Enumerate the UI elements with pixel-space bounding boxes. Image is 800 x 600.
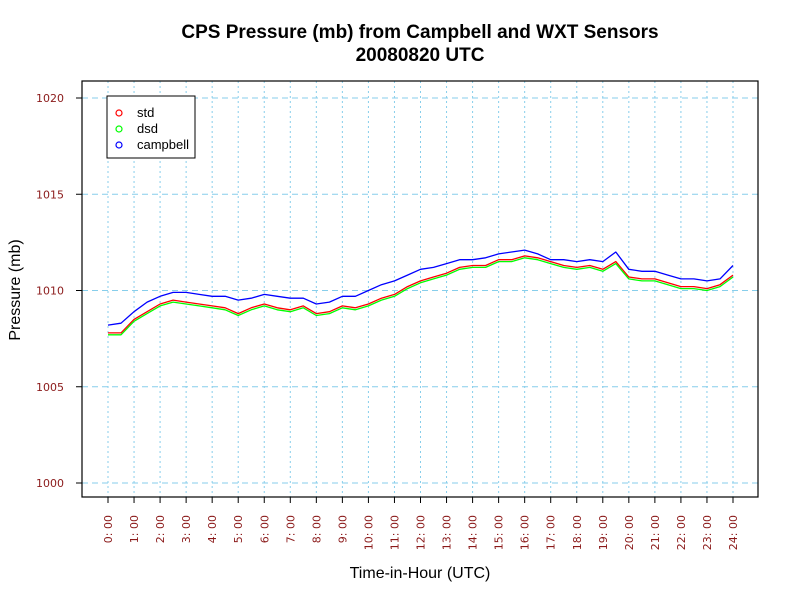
x-tick-label: 23: 00 [701,515,714,550]
x-axis-label: Time-in-Hour (UTC) [350,565,491,582]
x-tick-label: 22: 00 [675,515,688,550]
y-axis: 1000 1005 1010 1015 1020 [36,92,82,490]
series-layer [107,249,734,336]
legend: std dsd campbell [106,95,196,159]
legend-marker-campbell [115,141,123,149]
x-tick-label: 24: 00 [727,515,740,550]
x-tick-label: 6: 00 [258,515,271,543]
x-tick-label: 4: 00 [206,515,219,543]
x-tick-label: 15: 00 [493,515,506,550]
legend-label-dsd: dsd [137,121,158,136]
y-tick-label: 1000 [36,477,64,490]
x-tick-label: 12: 00 [415,515,428,550]
x-tick-label: 11: 00 [388,515,401,550]
chart-subtitle: 20080820 UTC [356,45,485,66]
series-line-dsd [108,257,734,336]
x-tick-label: 14: 00 [467,515,480,550]
y-tick-label: 1015 [36,188,64,201]
y-tick-label: 1005 [36,381,64,394]
x-tick-label: 2: 00 [154,515,167,543]
x-tick-label: 10: 00 [362,515,375,550]
x-tick-label: 16: 00 [519,515,532,550]
series-line-campbell [107,249,734,326]
x-tick-label: 20: 00 [623,515,636,550]
x-tick-label: 18: 00 [571,515,584,550]
x-tick-label: 21: 00 [649,515,662,550]
x-axis: 0: 00 1: 00 2: 00 3: 00 4: 00 5: 00 6: 00 7: 00… [102,497,740,550]
y-tick-label: 1020 [36,92,64,105]
y-axis-label: Pressure (mb) [7,239,24,340]
y-tick-label: 1010 [36,285,64,298]
chart-title: CPS Pressure (mb) from Campbell and WXT … [181,22,658,43]
legend-marker-std [115,109,123,117]
x-tick-label: 3: 00 [180,515,193,543]
x-tick-label: 0: 00 [102,515,115,543]
x-tick-label: 9: 00 [336,515,349,543]
x-tick-label: 5: 00 [232,515,245,543]
legend-label-std: std [137,105,154,120]
x-tick-label: 19: 00 [597,515,610,550]
x-tick-label: 7: 00 [284,515,297,543]
series-line-std [108,255,734,334]
x-tick-label: 8: 00 [310,515,323,543]
legend-marker-dsd [115,125,123,133]
legend-label-campbell: campbell [137,137,189,152]
x-tick-label: 1: 00 [128,515,141,543]
x-tick-label: 17: 00 [545,515,558,550]
x-tick-label: 13: 00 [441,515,454,550]
